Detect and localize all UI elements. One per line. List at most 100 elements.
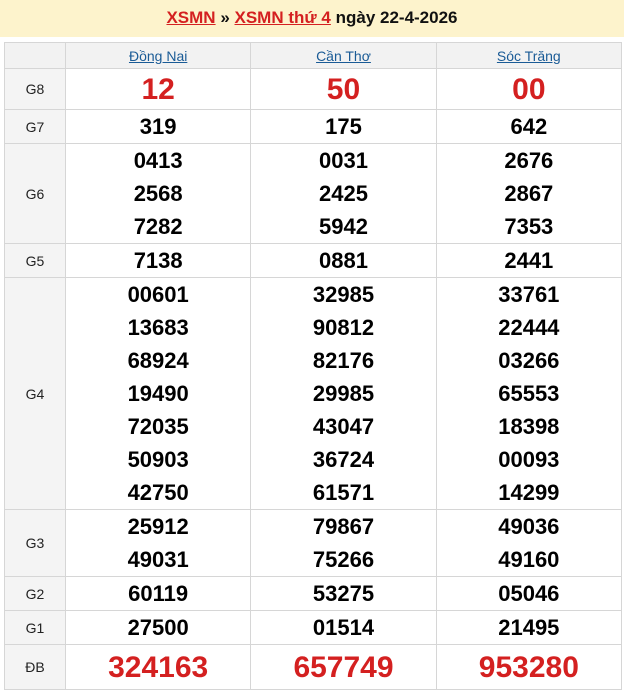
prize-number: 50903 xyxy=(127,447,189,472)
prize-number: 0881 xyxy=(319,248,368,273)
prize-number: 7353 xyxy=(504,214,554,239)
prize-label: G6 xyxy=(4,143,66,244)
prize-number: 18398 xyxy=(498,414,560,439)
prize-number: 90812 xyxy=(312,315,375,340)
prize-number: 60119 xyxy=(128,581,189,606)
breadcrumb-separator: » xyxy=(215,8,235,27)
prize-number: 61571 xyxy=(312,480,375,505)
prize-number: 32985 xyxy=(312,282,375,307)
corner-cell xyxy=(4,42,66,69)
prize-number: 29985 xyxy=(312,381,375,406)
prize-cell: 00601 13683 68924 19490 72035 50903 42750 xyxy=(64,277,252,510)
prize-row-g4: G4 00601 13683 68924 19490 72035 50903 42750 329… xyxy=(4,277,623,510)
province-link[interactable]: Cần Thơ xyxy=(316,47,371,64)
prize-number: 324163 xyxy=(108,650,209,684)
prize-cell: 0881 xyxy=(250,243,437,278)
prize-row-g1: G1 27500 01514 21495 xyxy=(4,610,623,645)
xsmn-thu4-link[interactable]: XSMN thứ 4 xyxy=(234,8,331,27)
province-header: Cần Thơ xyxy=(250,42,437,69)
prize-number: 0413 xyxy=(133,148,183,173)
prize-cell: 49036 49160 xyxy=(435,509,623,577)
prize-cell: 05046 xyxy=(435,576,623,611)
prize-cell: 12 xyxy=(64,68,252,110)
prize-row-g8: G8 12 50 00 xyxy=(4,68,623,110)
prize-number: 49160 xyxy=(498,547,560,572)
province-link[interactable]: Sóc Trăng xyxy=(496,47,561,64)
prize-number: 36724 xyxy=(312,447,375,472)
prize-cell: 642 xyxy=(435,109,623,144)
prize-cell: 60119 xyxy=(64,576,252,611)
prize-number: 2441 xyxy=(504,248,554,273)
province-header: Đồng Nai xyxy=(64,42,252,69)
prize-cell: 319 xyxy=(64,109,252,144)
prize-cell: 50 xyxy=(250,68,437,110)
prize-number: 12 xyxy=(141,72,175,106)
prize-cell: 657749 xyxy=(250,644,437,690)
prize-row-g3: G3 25912 49031 79867 75266 49036 49160 xyxy=(4,509,623,577)
prize-number: 68924 xyxy=(127,348,189,373)
prize-number: 00093 xyxy=(498,447,560,472)
province-header-row: Đồng Nai Cần Thơ Sóc Trăng xyxy=(4,42,623,69)
prize-row-g6: G6 0413 2568 7282 0031 2425 5942 2676 2867 7353 xyxy=(4,143,623,244)
prize-number: 75266 xyxy=(312,547,375,572)
prize-cell: 25912 49031 xyxy=(64,509,252,577)
prize-label: G5 xyxy=(4,243,66,278)
prize-cell: 79867 75266 xyxy=(250,509,437,577)
prize-label: G2 xyxy=(4,576,66,611)
province-link[interactable]: Đồng Nai xyxy=(128,47,188,64)
prize-label: ĐB xyxy=(4,644,66,690)
prize-number: 953280 xyxy=(478,650,579,684)
prize-number: 72035 xyxy=(127,414,189,439)
prize-label: G8 xyxy=(4,68,66,110)
prize-number: 01514 xyxy=(312,615,375,640)
prize-number: 49036 xyxy=(498,514,560,539)
prize-cell: 21495 xyxy=(435,610,623,645)
prize-cell: 7138 xyxy=(64,243,252,278)
prize-cell: 324163 xyxy=(64,644,252,690)
prize-number: 319 xyxy=(139,114,177,139)
prize-cell: 0413 2568 7282 xyxy=(64,143,252,244)
prize-number: 21495 xyxy=(498,615,560,640)
prize-cell: 0031 2425 5942 xyxy=(250,143,437,244)
prize-number: 00 xyxy=(512,72,546,106)
prize-number: 50 xyxy=(326,72,361,106)
prize-label: G3 xyxy=(4,509,66,577)
prize-cell: 27500 xyxy=(64,610,252,645)
prize-number: 27500 xyxy=(127,615,189,640)
prize-cell: 33761 22444 03266 65553 18398 00093 14299 xyxy=(435,277,623,510)
prize-number: 7138 xyxy=(133,248,183,273)
prize-number: 53275 xyxy=(312,581,375,606)
prize-cell: 53275 xyxy=(250,576,437,611)
prize-number: 2867 xyxy=(504,181,554,206)
xsmn-link[interactable]: XSMN xyxy=(166,8,216,27)
prize-number: 05046 xyxy=(498,581,560,606)
title-date: ngày 22-4-2026 xyxy=(330,8,458,27)
prize-number: 79867 xyxy=(312,514,375,539)
prize-label: G4 xyxy=(4,277,66,510)
results-table: Đồng Nai Cần Thơ Sóc Trăng G8 12 50 00 G7 319… xyxy=(4,42,623,690)
prize-cell: 00 xyxy=(435,68,623,110)
prize-cell: 2441 xyxy=(435,243,623,278)
prize-number: 25912 xyxy=(127,514,189,539)
prize-number: 33761 xyxy=(498,282,560,307)
prize-number: 2676 xyxy=(504,148,554,173)
prize-number: 43047 xyxy=(312,414,375,439)
prize-number: 2425 xyxy=(319,181,368,206)
prize-number: 82176 xyxy=(312,348,375,373)
prize-number: 19490 xyxy=(127,381,189,406)
prize-number: 657749 xyxy=(293,650,394,684)
prize-cell: 175 xyxy=(250,109,437,144)
prize-number: 0031 xyxy=(319,148,368,173)
prize-label: G1 xyxy=(4,610,66,645)
province-header: Sóc Trăng xyxy=(435,42,623,69)
prize-number: 22444 xyxy=(498,315,560,340)
prize-number: 49031 xyxy=(127,547,189,572)
prize-row-g5: G5 7138 0881 2441 xyxy=(4,243,623,278)
prize-cell: 01514 xyxy=(250,610,437,645)
prize-number: 14299 xyxy=(498,480,560,505)
prize-number: 03266 xyxy=(498,348,560,373)
prize-number: 13683 xyxy=(127,315,189,340)
prize-number: 00601 xyxy=(127,282,189,307)
prize-cell: 2676 2867 7353 xyxy=(435,143,623,244)
prize-number: 642 xyxy=(510,114,548,139)
